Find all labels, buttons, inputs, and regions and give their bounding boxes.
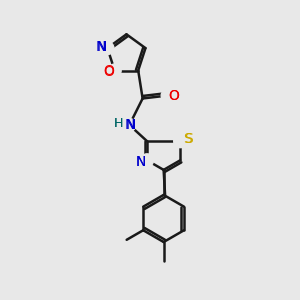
Text: H: H (113, 117, 123, 130)
Text: N: N (135, 155, 146, 169)
Text: S: S (184, 132, 193, 146)
Text: N: N (125, 118, 135, 132)
Circle shape (108, 64, 121, 77)
Circle shape (141, 154, 154, 167)
Text: O: O (169, 88, 180, 103)
Circle shape (123, 118, 136, 131)
Text: O: O (169, 88, 180, 103)
Text: O: O (103, 65, 114, 79)
Circle shape (101, 42, 114, 55)
Circle shape (161, 89, 174, 102)
Text: N: N (96, 40, 107, 54)
Text: N: N (125, 118, 136, 132)
Text: N: N (135, 155, 146, 169)
Text: N: N (96, 40, 106, 54)
Text: S: S (183, 132, 192, 146)
Text: O: O (103, 64, 114, 77)
Text: H: H (113, 117, 123, 130)
Circle shape (174, 135, 187, 148)
